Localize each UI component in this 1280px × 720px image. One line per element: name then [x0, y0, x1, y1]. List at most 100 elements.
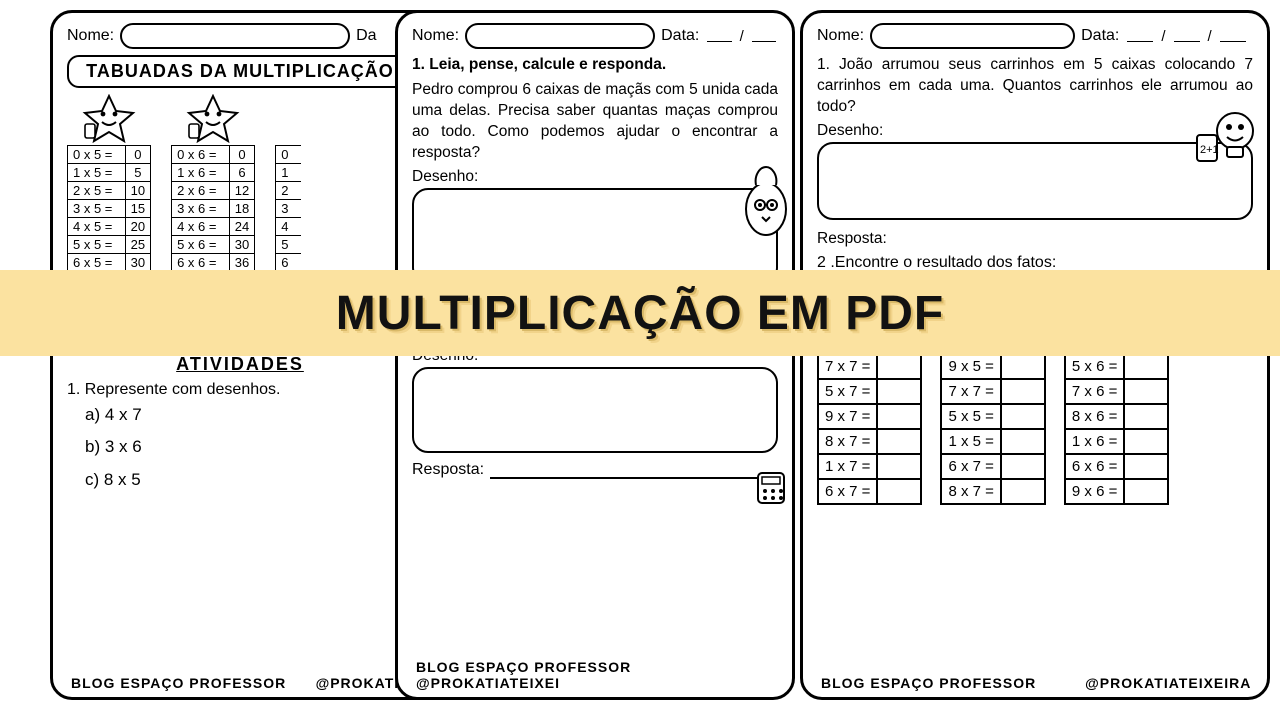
overlay-banner-text: MULTIPLICAÇÃO EM PDF: [0, 268, 1280, 358]
fact-expr: 6 x 7 =: [818, 479, 877, 504]
fact-expr: 1 x 7 =: [818, 454, 877, 479]
header: Nome: Data: //: [817, 23, 1253, 49]
fact-answer[interactable]: [1124, 429, 1168, 454]
header: Nome: Data: /: [412, 23, 778, 49]
fact-answer[interactable]: [1124, 404, 1168, 429]
expr-cell: 3 x 6 =: [172, 200, 230, 218]
expr-cell: 2 x 6 =: [172, 182, 230, 200]
name-input-box[interactable]: [465, 23, 655, 49]
fact-expr: 1 x 6 =: [1065, 429, 1124, 454]
result-cell: 18: [229, 200, 254, 218]
q1-text: 1. João arrumou seus carrinhos em 5 caix…: [817, 55, 1253, 118]
item-c: c) 8 x 5: [85, 464, 413, 496]
fact-expr: 9 x 6 =: [1065, 479, 1124, 504]
date-label: Data:: [661, 27, 699, 45]
fact-answer[interactable]: [877, 404, 921, 429]
fact-expr: 1 x 5 =: [941, 429, 1000, 454]
fact-expr: 8 x 7 =: [941, 479, 1000, 504]
footer-handle: @PROKATIATEIXEI: [416, 675, 560, 691]
expr-cell: 1 x 6 =: [172, 164, 230, 182]
name-input-box[interactable]: [120, 23, 350, 49]
result-cell: 15: [125, 200, 150, 218]
fact-expr: 8 x 7 =: [818, 429, 877, 454]
item-a: a) 4 x 7: [85, 399, 413, 431]
fact-answer[interactable]: [877, 429, 921, 454]
desenho-label: Desenho:: [817, 122, 1253, 140]
name-label: Nome:: [817, 27, 864, 45]
footer: BLOG ESPAÇO PROFESSOR @PROKATIATEIXEIRA: [821, 675, 1251, 691]
fact-expr: 7 x 7 =: [941, 379, 1000, 404]
prompt-1: 1. Represente com desenhos.: [67, 381, 413, 399]
expr-cell: 3 x 5 =: [68, 200, 126, 218]
drawing-box[interactable]: [817, 142, 1253, 220]
result-cell: 6: [229, 164, 254, 182]
prompt-items: a) 4 x 7 b) 3 x 6 c) 8 x 5: [67, 399, 413, 496]
fact-expr: 6 x 7 =: [941, 454, 1000, 479]
expr-cell: 5 x 5 =: [68, 236, 126, 254]
header: Nome: Da: [67, 23, 413, 49]
result-cell: 12: [229, 182, 254, 200]
title: TABUADAS DA MULTIPLICAÇÃO: [67, 55, 413, 88]
expr-cell: 2 x 5 =: [68, 182, 126, 200]
fact-answer[interactable]: [1001, 379, 1045, 404]
svg-text:2+1: 2+1: [1200, 144, 1219, 156]
expr-cell: 0: [276, 146, 302, 164]
footer-handle: @PROKATI: [316, 675, 400, 691]
fact-expr: 7 x 6 =: [1065, 379, 1124, 404]
result-cell: 10: [125, 182, 150, 200]
resposta-label: Resposta:: [412, 461, 484, 479]
fact-answer[interactable]: [877, 479, 921, 504]
result-cell: 20: [125, 218, 150, 236]
name-label: Nome:: [412, 27, 459, 45]
star-icon: [183, 94, 243, 149]
resposta-line[interactable]: [490, 469, 778, 479]
date-label: Data:: [1081, 27, 1119, 45]
footer-blog: BLOG ESPAÇO PROFESSOR: [821, 675, 1036, 691]
resposta-label-partial: Resposta:: [817, 230, 1253, 248]
expr-cell: 4: [276, 218, 302, 236]
drawing-box-2[interactable]: [412, 367, 778, 453]
fact-answer[interactable]: [1001, 429, 1045, 454]
fact-expr: 8 x 6 =: [1065, 404, 1124, 429]
fact-answer[interactable]: [1124, 379, 1168, 404]
fact-answer[interactable]: [1001, 404, 1045, 429]
result-cell: 5: [125, 164, 150, 182]
expr-cell: 5: [276, 236, 302, 254]
fact-expr: 6 x 6 =: [1065, 454, 1124, 479]
footer-blog: BLOG ESPAÇO PROFESSOR: [416, 659, 631, 675]
footer: BLOG ESPAÇO PROFESSOR @PROKATIATEIXEI: [416, 659, 792, 691]
footer: BLOG ESPAÇO PROFESSOR @PROKATI: [71, 675, 399, 691]
expr-cell: 5 x 6 =: [172, 236, 230, 254]
result-cell: 25: [125, 236, 150, 254]
fact-answer[interactable]: [1124, 479, 1168, 504]
result-cell: 24: [229, 218, 254, 236]
item-b: b) 3 x 6: [85, 431, 413, 463]
fact-expr: 5 x 5 =: [941, 404, 1000, 429]
expr-cell: 4 x 5 =: [68, 218, 126, 236]
character-icon: [738, 163, 794, 245]
fact-expr: 9 x 7 =: [818, 404, 877, 429]
expr-cell: 2: [276, 182, 302, 200]
calculator-icon: [754, 469, 792, 507]
desenho-label: Desenho:: [412, 168, 778, 186]
name-input-box[interactable]: [870, 23, 1075, 49]
fact-answer[interactable]: [877, 379, 921, 404]
lightbulb-icon: 2+1: [1191, 105, 1261, 169]
expr-cell: 1 x 5 =: [68, 164, 126, 182]
fact-expr: 5 x 7 =: [818, 379, 877, 404]
q1-text: Pedro comprou 6 caixas de maçãs com 5 un…: [412, 80, 778, 164]
footer-blog: BLOG ESPAÇO PROFESSOR: [71, 675, 286, 691]
result-cell: 30: [229, 236, 254, 254]
expr-cell: 4 x 6 =: [172, 218, 230, 236]
q1-title: 1. Leia, pense, calcule e responda.: [412, 55, 778, 76]
fact-answer[interactable]: [1001, 454, 1045, 479]
name-label: Nome:: [67, 27, 114, 45]
date-label: Da: [356, 27, 376, 45]
fact-answer[interactable]: [1001, 479, 1045, 504]
resposta-row: Resposta:: [412, 461, 778, 479]
footer-handle: @PROKATIATEIXEIRA: [1085, 675, 1251, 691]
star-icon: [79, 94, 139, 149]
fact-answer[interactable]: [877, 454, 921, 479]
fact-answer[interactable]: [1124, 454, 1168, 479]
expr-cell: 1: [276, 164, 302, 182]
